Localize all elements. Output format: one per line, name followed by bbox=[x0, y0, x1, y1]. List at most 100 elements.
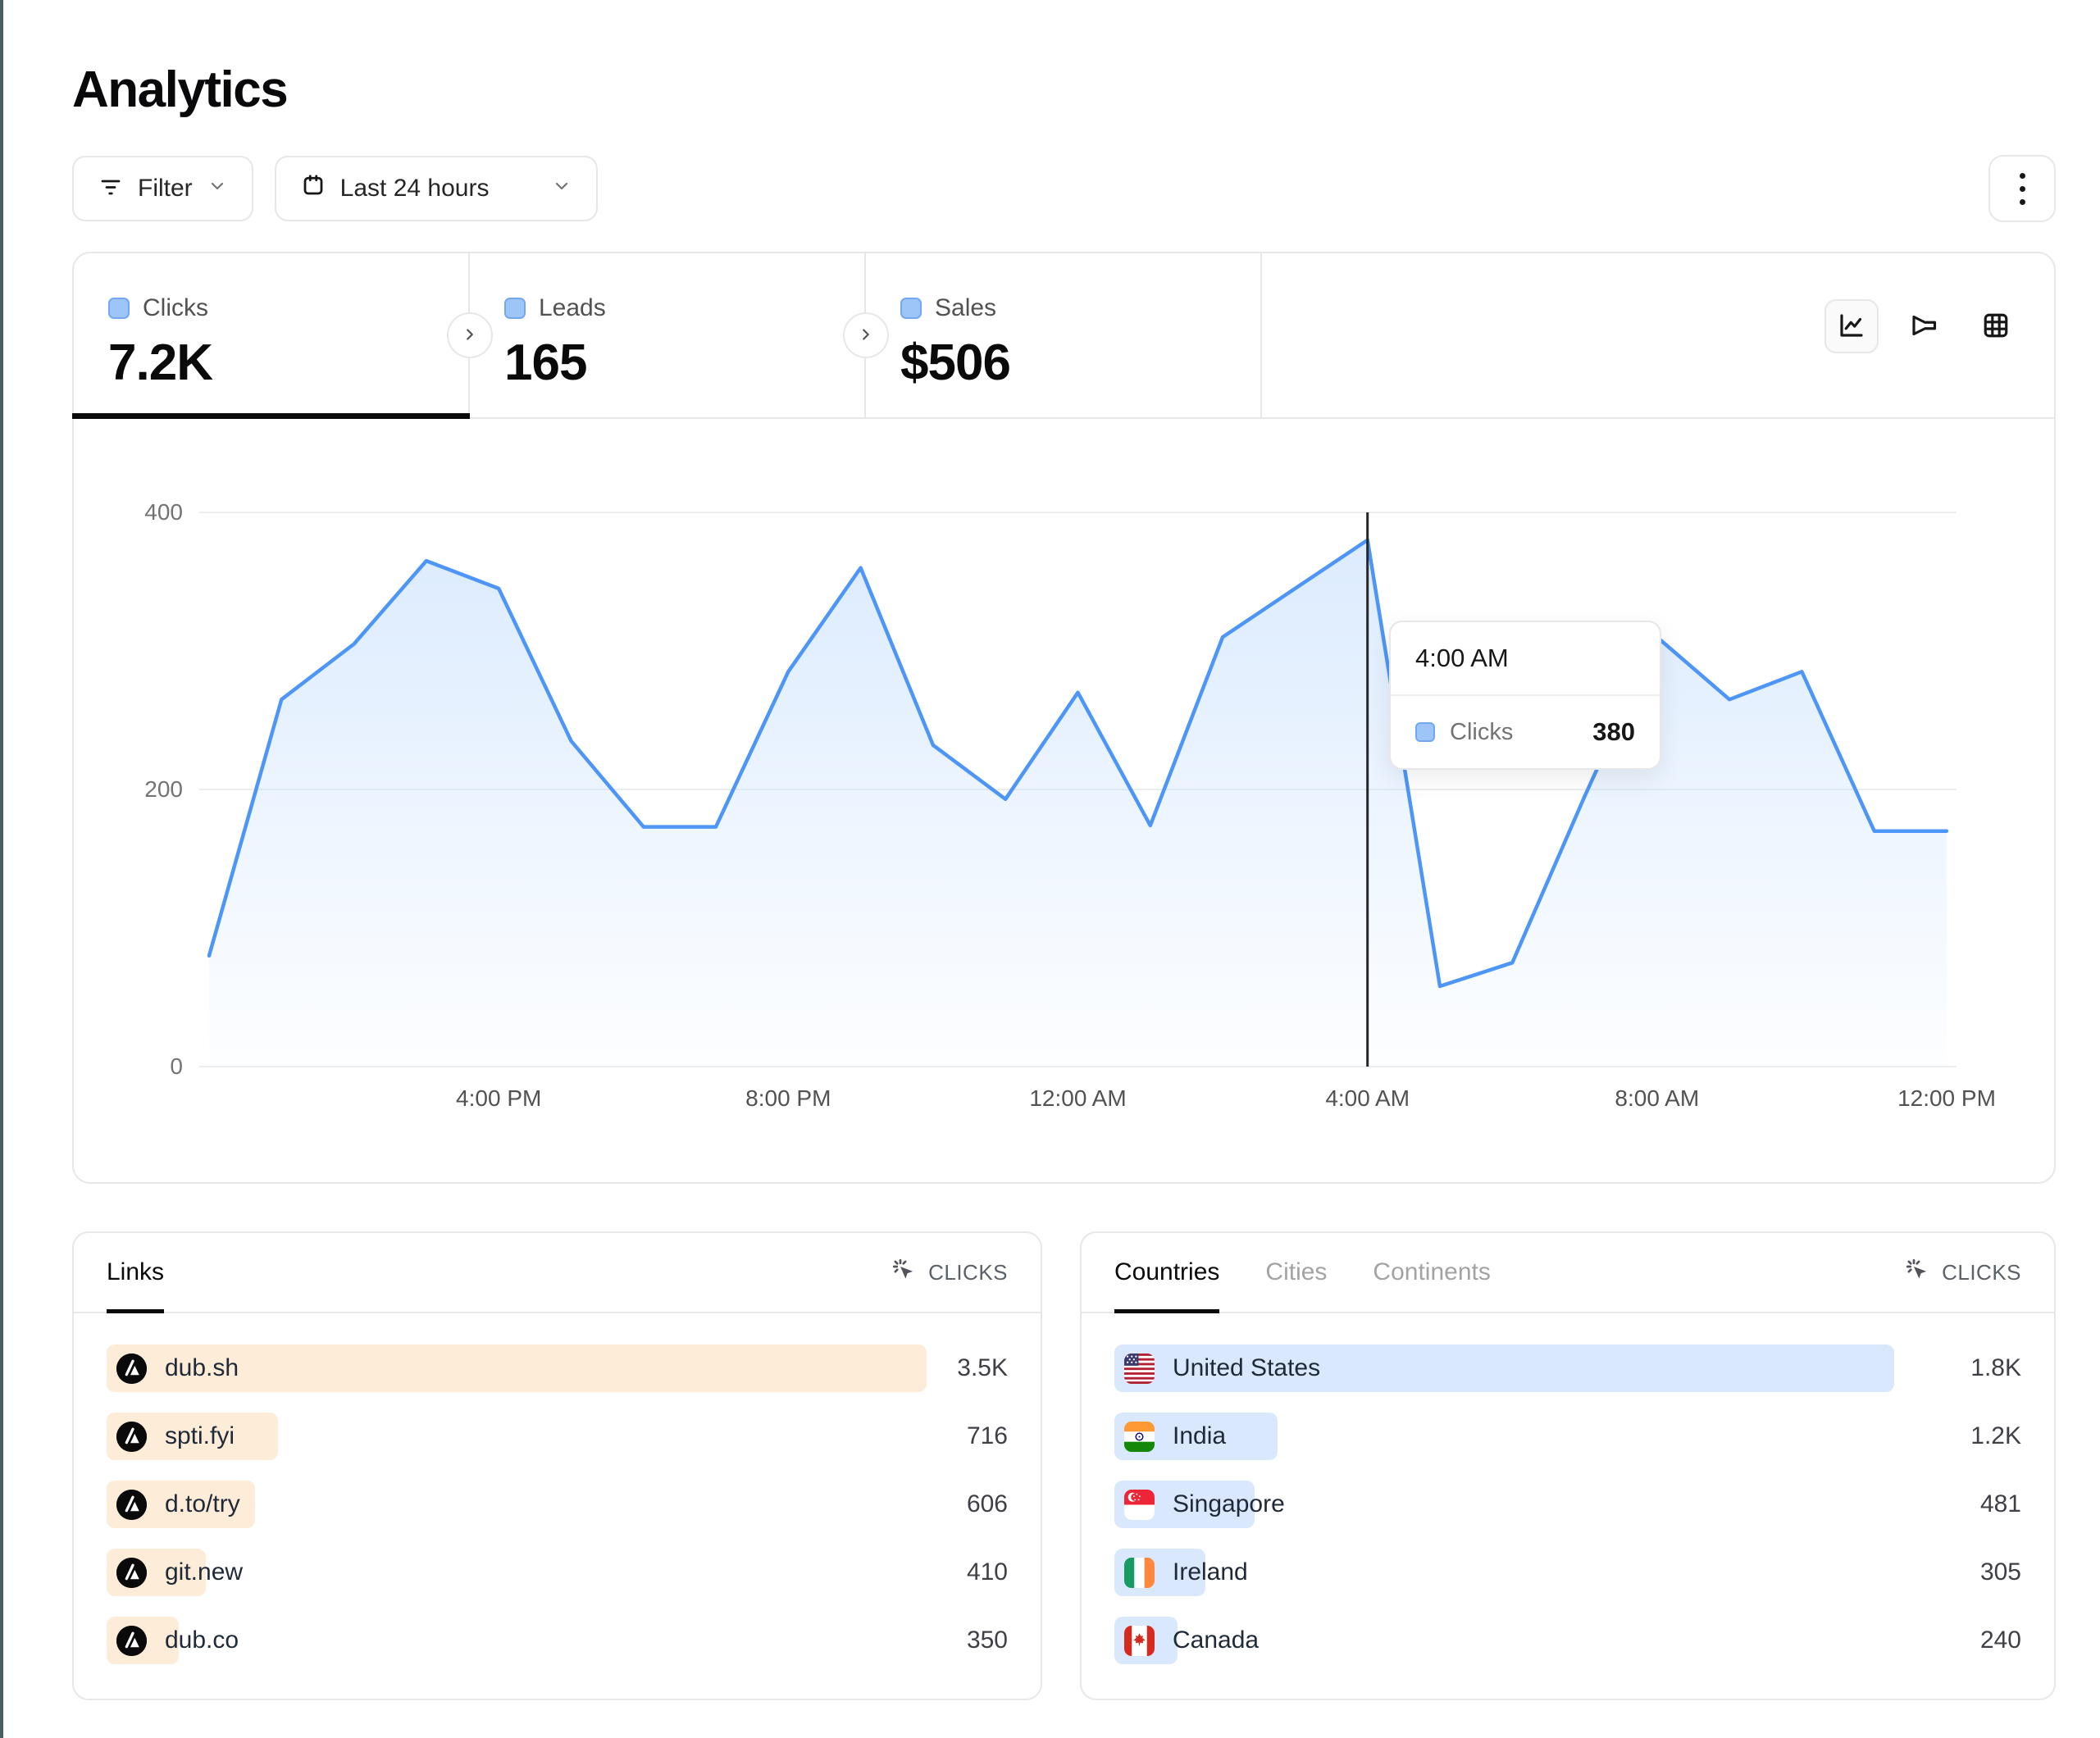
date-range-label: Last 24 hours bbox=[339, 175, 490, 202]
tooltip-time: 4:00 AM bbox=[1391, 622, 1660, 696]
links-metric[interactable]: CLICKS bbox=[891, 1257, 1008, 1289]
row-value: 481 bbox=[1979, 1490, 2021, 1517]
stat-value: 7.2K bbox=[108, 334, 213, 391]
toolbar: Filter Last 24 hours bbox=[72, 155, 2056, 222]
dub-logo-icon bbox=[116, 1489, 147, 1520]
row-label: dub.sh bbox=[165, 1354, 239, 1381]
chevron-right-icon bbox=[857, 325, 875, 346]
link-row-spti-fyi[interactable]: spti.fyi 716 bbox=[107, 1413, 1008, 1460]
sales-legend-swatch bbox=[900, 298, 922, 319]
row-label: git.new bbox=[165, 1558, 244, 1586]
leads-legend-swatch bbox=[504, 298, 526, 319]
chevron-down-icon bbox=[207, 175, 227, 202]
row-value: 606 bbox=[966, 1490, 1008, 1517]
link-row-dub-co[interactable]: dub.co 350 bbox=[107, 1617, 1008, 1664]
dub-logo-icon bbox=[116, 1625, 147, 1656]
page-edge-accent bbox=[0, 0, 3, 1738]
chevron-down-icon bbox=[552, 175, 572, 202]
row-value: 1.8K bbox=[1970, 1354, 2021, 1381]
x-axis-tick: 12:00 PM bbox=[1897, 1085, 1996, 1111]
tooltip-series-label: Clicks bbox=[1450, 718, 1514, 745]
ie-flag-icon bbox=[1124, 1557, 1155, 1588]
filter-icon bbox=[98, 173, 123, 204]
geo-row-canada[interactable]: Canada 240 bbox=[1114, 1617, 2021, 1664]
cursor-click-icon bbox=[1904, 1257, 1930, 1289]
links-panel-tabs: Links bbox=[107, 1233, 165, 1313]
funnel-view-button[interactable] bbox=[1897, 299, 1951, 353]
row-label: India bbox=[1173, 1422, 1227, 1449]
clicks-area-chart[interactable]: 0 200 400 4:00 PM 8:00 PM 12:00 AM 4:00 AM 8:00… bbox=[74, 419, 2054, 1182]
cursor-click-icon bbox=[891, 1257, 917, 1289]
stat-expand-button[interactable] bbox=[843, 312, 889, 358]
in-flag-icon bbox=[1124, 1421, 1155, 1452]
stat-value: 165 bbox=[504, 334, 587, 391]
filter-button[interactable]: Filter bbox=[72, 156, 253, 221]
line-chart-icon bbox=[1837, 311, 1866, 343]
date-range-button[interactable]: Last 24 hours bbox=[274, 156, 598, 221]
links-tab-links[interactable]: Links bbox=[107, 1233, 165, 1313]
geo-row-india[interactable]: India 1.2K bbox=[1114, 1413, 2021, 1460]
x-axis-tick: 12:00 AM bbox=[1029, 1085, 1126, 1111]
geo-tab-continents[interactable]: Continents bbox=[1373, 1258, 1491, 1285]
us-flag-icon bbox=[1124, 1353, 1155, 1384]
more-options-button[interactable] bbox=[1988, 155, 2056, 222]
row-label: Canada bbox=[1173, 1627, 1260, 1654]
stat-tab-clicks[interactable]: Clicks 7.2K bbox=[72, 253, 470, 419]
stat-tab-sales[interactable]: Sales $506 bbox=[866, 253, 1262, 417]
funnel-icon bbox=[1909, 311, 1938, 343]
geo-panel-tabs: Countries Cities Continents bbox=[1114, 1233, 1491, 1313]
filter-label: Filter bbox=[138, 175, 193, 202]
row-bar bbox=[107, 1344, 927, 1392]
row-value: 305 bbox=[1979, 1558, 2021, 1586]
row-label: Ireland bbox=[1173, 1558, 1248, 1586]
row-value: 240 bbox=[1979, 1627, 2021, 1654]
row-value: 350 bbox=[966, 1627, 1008, 1654]
geo-row-singapore[interactable]: Singapore 481 bbox=[1114, 1481, 2021, 1528]
stats-tabs: Clicks 7.2K Leads 165 Sales $506 bbox=[72, 253, 2054, 419]
chart-type-switcher bbox=[1824, 253, 2054, 417]
stat-label: Leads bbox=[539, 294, 606, 321]
x-axis-tick: 8:00 AM bbox=[1615, 1085, 1699, 1111]
row-value: 1.2K bbox=[1970, 1422, 2021, 1449]
link-row-dub-sh[interactable]: dub.sh 3.5K bbox=[107, 1344, 1008, 1392]
geo-row-ireland[interactable]: Ireland 305 bbox=[1114, 1549, 2021, 1596]
table-view-button[interactable] bbox=[1969, 299, 2023, 353]
stat-expand-button[interactable] bbox=[447, 312, 493, 358]
links-metric-label: CLICKS bbox=[928, 1259, 1008, 1285]
page-title: Analytics bbox=[72, 61, 289, 118]
chart-canvas: 0 200 400 4:00 PM 8:00 PM 12:00 AM 4:00 AM 8:00… bbox=[144, 499, 1996, 1111]
link-row-git-new[interactable]: git.new 410 bbox=[107, 1549, 1008, 1596]
y-axis-tick: 200 bbox=[144, 776, 183, 802]
y-axis-tick: 0 bbox=[170, 1053, 183, 1079]
link-row-d-to-try[interactable]: d.to/try 606 bbox=[107, 1481, 1008, 1528]
row-value: 3.5K bbox=[957, 1354, 1008, 1381]
calendar-icon bbox=[301, 173, 326, 204]
links-list: dub.sh 3.5K spti.fyi 716 d.to/try 606 git.new 4… bbox=[74, 1313, 1041, 1699]
geo-row-united-states[interactable]: United States 1.8K bbox=[1114, 1344, 2021, 1392]
stat-tab-leads[interactable]: Leads 165 bbox=[470, 253, 866, 417]
kebab-icon bbox=[2019, 172, 2025, 179]
links-panel: Links CLICKS dub.sh 3.5K spti.fyi 716 d.to/t… bbox=[72, 1231, 1042, 1700]
line-chart-view-button[interactable] bbox=[1824, 299, 1879, 353]
ca-flag-icon bbox=[1124, 1625, 1155, 1656]
dub-logo-icon bbox=[116, 1353, 147, 1384]
chart-tooltip: 4:00 AM Clicks 380 bbox=[1389, 621, 1661, 770]
geo-metric-label: CLICKS bbox=[1942, 1259, 2021, 1285]
geo-list: United States 1.8K India 1.2K Singapore 481 Ir… bbox=[1082, 1313, 2054, 1699]
clicks-legend-swatch bbox=[108, 298, 130, 319]
geo-panel: Countries Cities Continents CLICKS United … bbox=[1080, 1231, 2056, 1700]
tooltip-value: 380 bbox=[1592, 717, 1635, 746]
geo-tab-countries[interactable]: Countries bbox=[1114, 1233, 1220, 1313]
stat-label: Clicks bbox=[143, 294, 208, 321]
x-axis-tick: 4:00 PM bbox=[456, 1085, 541, 1111]
row-label: dub.co bbox=[165, 1627, 239, 1654]
geo-metric[interactable]: CLICKS bbox=[1904, 1257, 2021, 1289]
grid-icon bbox=[1981, 311, 2011, 343]
row-label: spti.fyi bbox=[165, 1422, 235, 1449]
stat-value: $506 bbox=[900, 334, 1011, 391]
row-label: Singapore bbox=[1173, 1490, 1285, 1517]
x-axis-tick: 8:00 PM bbox=[745, 1085, 831, 1111]
geo-tab-cities[interactable]: Cities bbox=[1265, 1258, 1328, 1285]
stat-label: Sales bbox=[935, 294, 997, 321]
